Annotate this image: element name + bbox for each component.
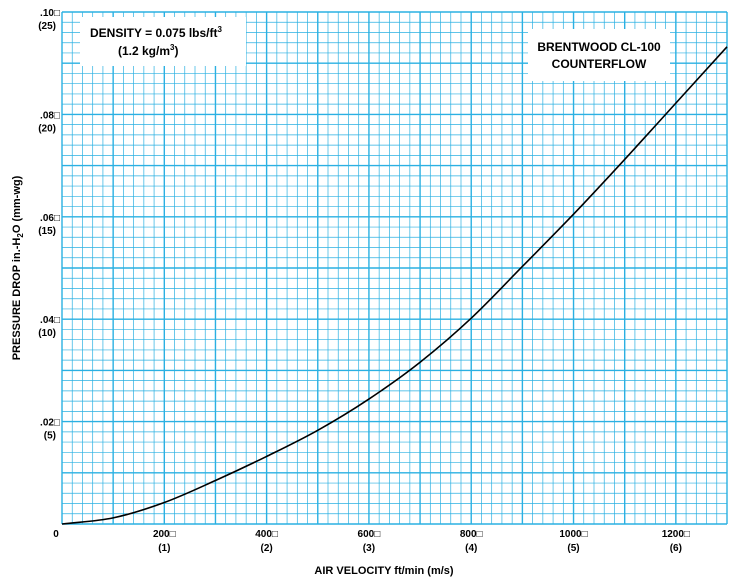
y-tick-label: .06□ (40, 213, 60, 224)
x-tick-sublabel: (5) (567, 543, 579, 554)
y-tick-sublabel: (20) (38, 123, 56, 134)
x-tick-label: 800□ (460, 529, 483, 540)
x-tick-sublabel: (6) (670, 543, 682, 554)
y-tick-sublabel: (15) (38, 226, 56, 237)
y-tick-sublabel: (10) (38, 328, 56, 339)
product-annotation-box: BRENTWOOD CL-100 COUNTERFLOW (528, 29, 670, 81)
y-axis-title-main: PRESSURE DROP in.-H (11, 238, 23, 361)
pressure-drop-curve (61, 46, 728, 525)
y-tick-label: .08□ (40, 110, 60, 121)
y-tick-label: .04□ (40, 315, 60, 326)
x-tick-label: 1200□ (662, 529, 690, 540)
y-tick-labels: .02□ (5) .04□ (10) .06□ (15) .08□ (20) .10□ (25) (38, 8, 60, 442)
y-axis-title-sub: 2 (16, 233, 25, 238)
svg-text:(1.2 kg/m3): (1.2 kg/m3) (118, 43, 178, 58)
x-axis-title: AIR VELOCITY ft/min (m/s) (314, 565, 453, 577)
density-annotation-box: DENSITY = 0.075 lbs/ft3 (1.2 kg/m3) (80, 17, 246, 66)
x-tick-sublabel: (2) (260, 543, 272, 554)
series-layer (61, 46, 728, 525)
x-tick-sublabel: (3) (363, 543, 375, 554)
product-line2: COUNTERFLOW (552, 57, 647, 71)
product-line1: BRENTWOOD CL-100 (537, 40, 661, 54)
density-line2-sup: 3 (170, 43, 175, 52)
y-axis-title-tail: O (mm-wg) (11, 175, 23, 233)
x-tick-labels: 0 200□ (1) 400□ (2) 600□ (3) 800□ (4) 1000□ (5) 120… (53, 529, 690, 554)
x-tick-label: 600□ (358, 529, 381, 540)
y-axis-title: PRESSURE DROP in.-H2O (mm-wg) (11, 175, 25, 360)
y-tick-sublabel: (5) (44, 431, 56, 442)
y-tick-label: .10□ (40, 8, 60, 19)
x-tick-sublabel: (1) (158, 543, 170, 554)
density-line2: (1.2 kg/m (118, 44, 170, 58)
density-line1-sup: 3 (218, 25, 223, 34)
svg-text:DENSITY = 0.075 lbs/ft3: DENSITY = 0.075 lbs/ft3 (90, 25, 223, 40)
x-tick-label: 400□ (255, 529, 278, 540)
density-line1: DENSITY = 0.075 lbs/ft (90, 26, 218, 40)
x-tick-label: 0 (53, 529, 59, 540)
density-line2-end: ) (174, 44, 178, 58)
y-tick-sublabel: (25) (38, 21, 56, 32)
x-tick-label: 200□ (153, 529, 176, 540)
x-tick-label: 1000□ (559, 529, 587, 540)
y-tick-label: .02□ (40, 418, 60, 429)
x-tick-sublabel: (4) (465, 543, 477, 554)
